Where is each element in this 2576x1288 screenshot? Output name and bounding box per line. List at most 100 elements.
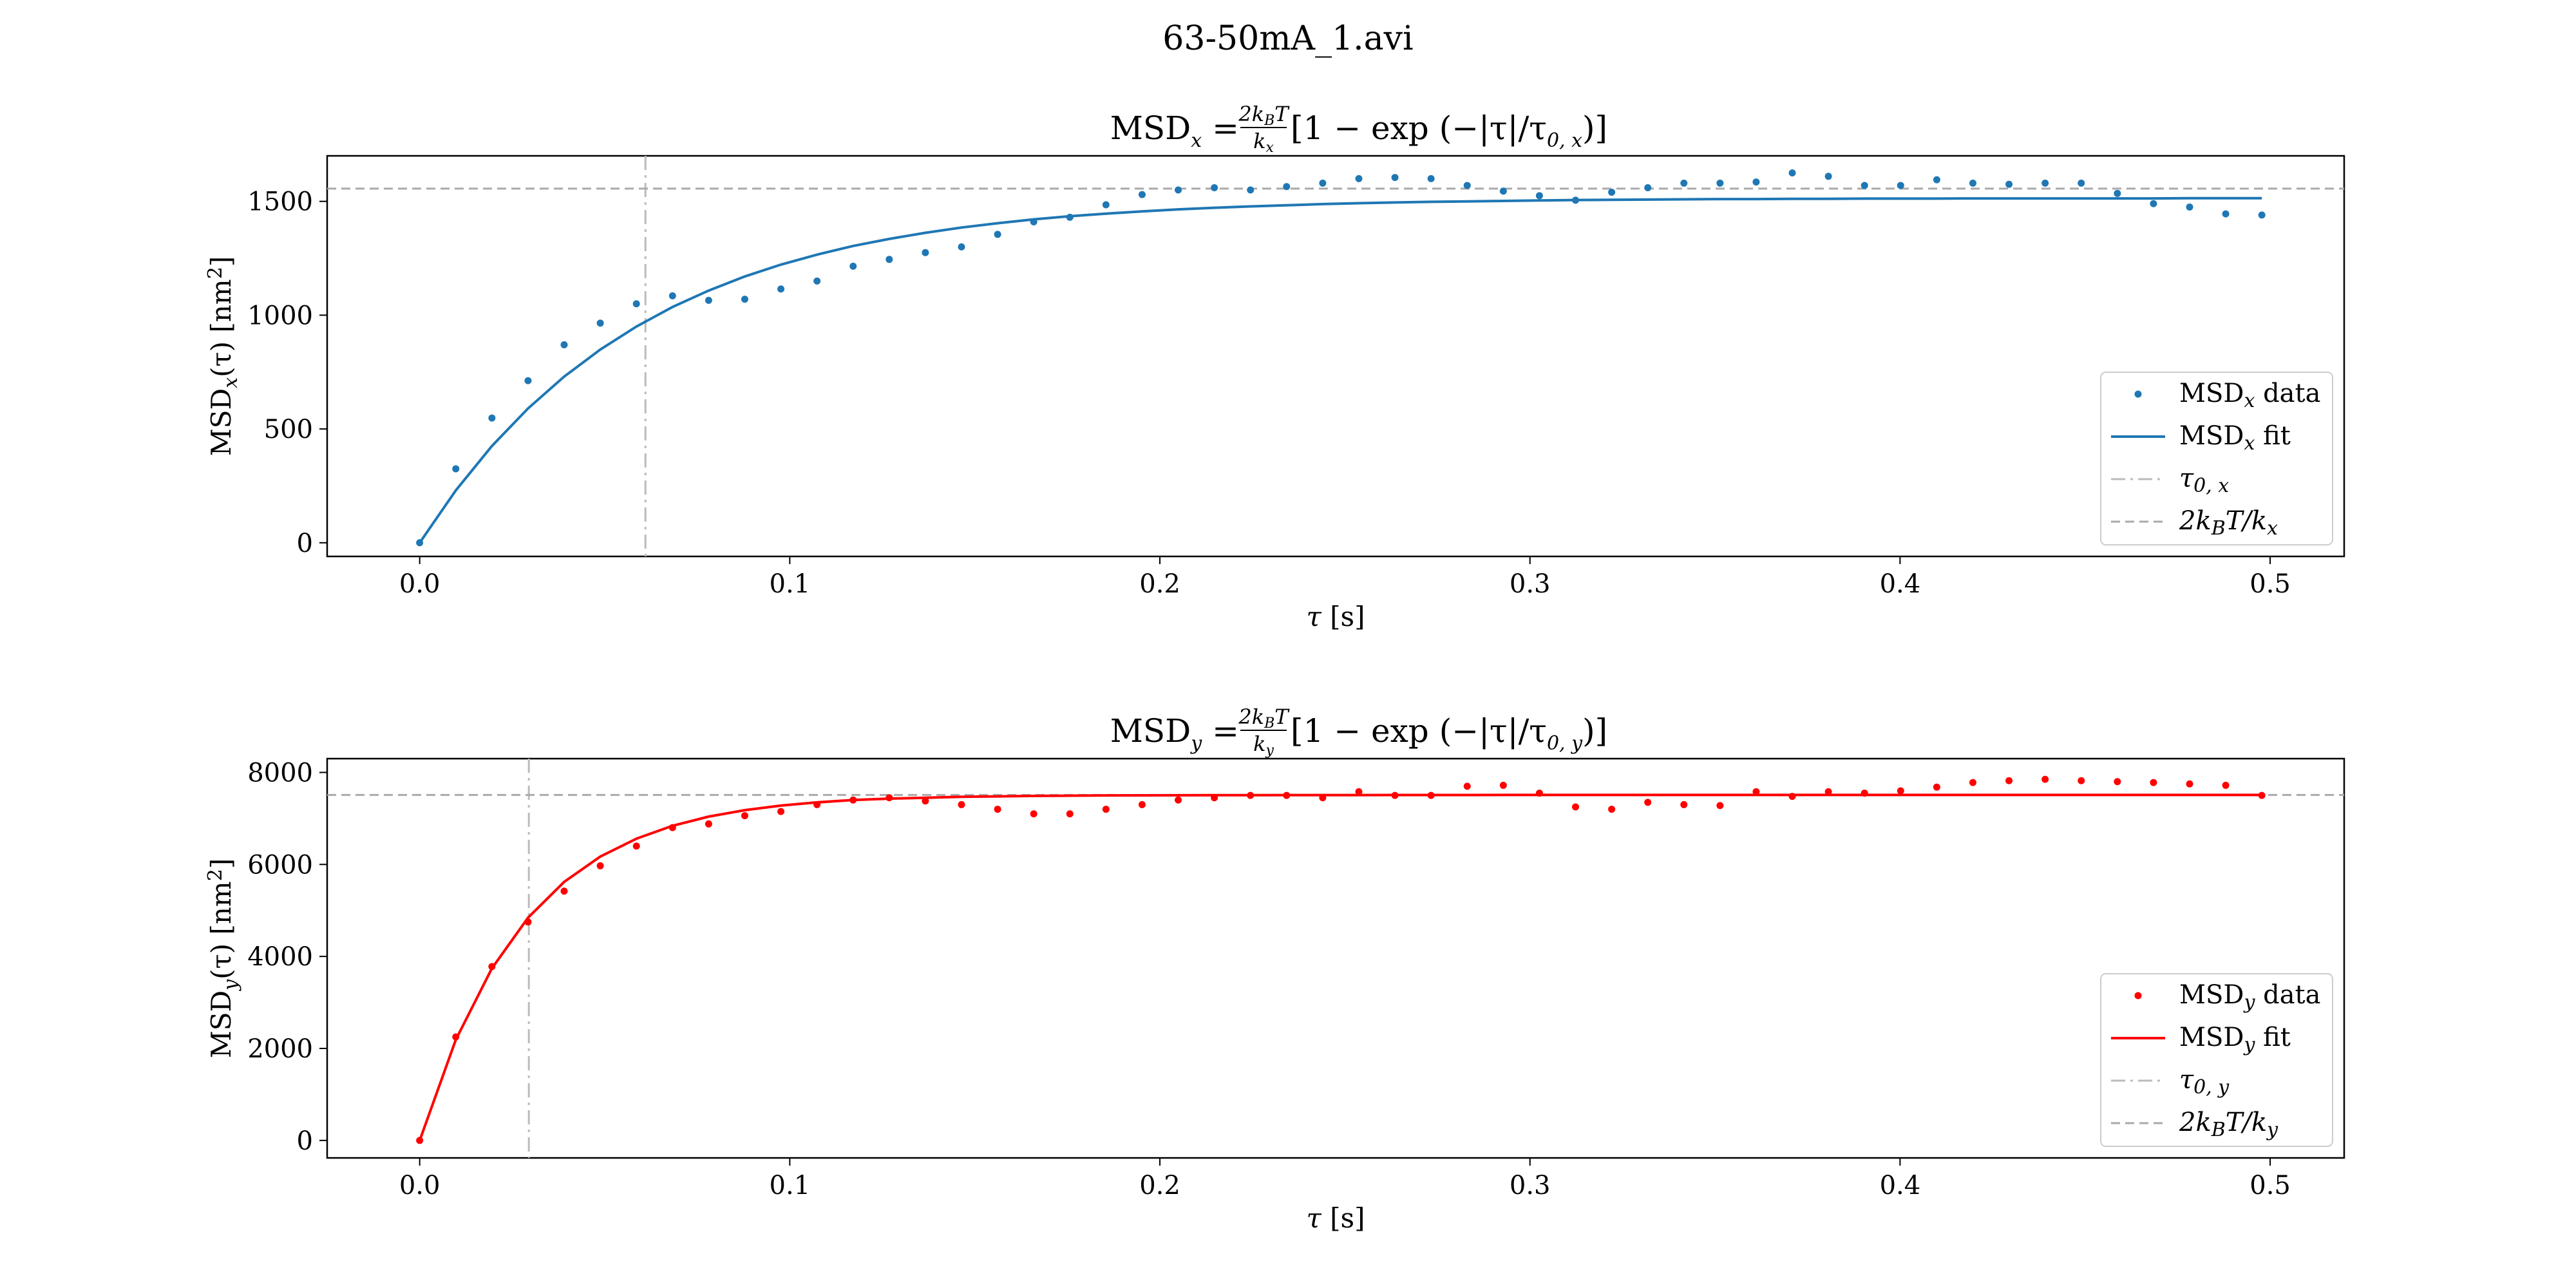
data-point xyxy=(705,296,712,304)
legend-data-label: MSDx data xyxy=(2179,379,2320,412)
leg-data-pre: MSD xyxy=(2179,379,2244,408)
leg-plat-pre: 2k xyxy=(2179,506,2211,536)
data-point xyxy=(705,820,712,828)
data-point xyxy=(1608,806,1616,813)
leg-plat-mid: T/k xyxy=(2226,506,2267,536)
data-point xyxy=(886,256,893,263)
y-tick-label: 0 xyxy=(297,1126,313,1156)
data-point xyxy=(416,539,424,547)
data-point xyxy=(849,796,857,804)
frac-den-sub: x xyxy=(1265,140,1274,156)
leg-tau-sub: 0, y xyxy=(2193,1076,2230,1099)
x-label-unit: [s] xyxy=(1321,601,1365,632)
data-point xyxy=(1066,810,1074,818)
data-point xyxy=(596,319,604,327)
data-point xyxy=(886,794,893,802)
leg-fit-post: fit xyxy=(2255,1023,2290,1052)
data-point xyxy=(1355,788,1363,795)
axes-frame xyxy=(326,757,2345,1159)
data-point xyxy=(1716,802,1724,810)
data-point xyxy=(1861,790,1868,797)
legend-data-marker xyxy=(2134,390,2142,398)
y-label-post: (τ) [nm xyxy=(205,279,237,377)
figure-suptitle: 63-50mA_1.avi xyxy=(1162,19,1413,58)
x-tick-label: 0.4 xyxy=(1880,569,1921,599)
x-label-unit: [s] xyxy=(1321,1202,1365,1234)
title-equals: = xyxy=(1202,712,1239,750)
x-axis-label: τ [s] xyxy=(1307,601,1365,632)
leg-plat-sub: B xyxy=(2211,517,2226,540)
y-tick-label: 8000 xyxy=(247,758,313,788)
frac-num-sub: B xyxy=(1264,715,1274,732)
data-point xyxy=(1102,806,1110,813)
x-tick-label: 0.1 xyxy=(770,1171,811,1200)
frac-den: k xyxy=(1253,732,1265,756)
x-tick-label: 0.5 xyxy=(2249,569,2291,599)
data-point xyxy=(1680,179,1688,187)
leg-tau-sym: τ xyxy=(2179,1065,2194,1095)
y-tick-label: 0 xyxy=(297,529,313,558)
data-point xyxy=(922,797,929,805)
data-point xyxy=(1175,796,1182,804)
y-axis-label: MSDy(τ) [nm2] xyxy=(204,858,242,1059)
data-point xyxy=(2222,781,2230,789)
data-point xyxy=(1680,800,1688,808)
data-point xyxy=(632,842,640,850)
data-point xyxy=(1391,791,1399,799)
data-point xyxy=(2078,179,2085,187)
title-msd-sub: y xyxy=(1189,732,1202,755)
data-point xyxy=(1861,182,1868,189)
x-tick-label: 0.0 xyxy=(399,569,440,599)
title-bracket-post: )] xyxy=(1582,109,1607,147)
leg-plat-sub: B xyxy=(2211,1119,2226,1141)
leg-data-sub: y xyxy=(2242,991,2255,1014)
leg-fit-sub: x xyxy=(2244,432,2255,455)
leg-plat-sub2: y xyxy=(2266,1119,2278,1141)
data-point xyxy=(1283,791,1291,799)
data-point xyxy=(777,285,785,293)
y-tick-label: 2000 xyxy=(247,1034,313,1064)
data-point xyxy=(1175,186,1182,194)
data-point xyxy=(2005,180,2013,188)
leg-tau-sub: 0, x xyxy=(2193,475,2229,497)
data-point xyxy=(2041,775,2049,783)
data-point xyxy=(1463,182,1471,189)
data-point xyxy=(813,800,821,808)
data-point xyxy=(1102,201,1110,209)
y-label-sub: y xyxy=(220,979,242,992)
data-point xyxy=(452,465,460,473)
y-tick-label: 1500 xyxy=(247,187,313,217)
y-label-msd: MSD xyxy=(205,388,237,456)
leg-tau-sym: τ xyxy=(2179,464,2194,493)
data-point xyxy=(488,963,496,971)
data-point xyxy=(416,1137,424,1144)
data-point xyxy=(632,300,640,308)
data-point xyxy=(2222,210,2230,218)
y-tick-label: 1000 xyxy=(247,301,313,330)
data-point xyxy=(1608,189,1616,196)
data-point xyxy=(1355,175,1363,182)
frac-num: 2k xyxy=(1238,102,1264,126)
data-point xyxy=(524,918,532,926)
data-point xyxy=(2114,778,2121,786)
leg-fit-pre: MSD xyxy=(2179,1023,2244,1052)
legend-tau0-label: τ0, y xyxy=(2179,1065,2230,1099)
y-label-sup: 2 xyxy=(204,267,227,279)
data-point xyxy=(668,824,676,831)
x-tick-label: 0.0 xyxy=(399,1171,440,1200)
data-point xyxy=(1535,790,1543,797)
data-point xyxy=(1463,782,1471,790)
y-label-end: ] xyxy=(205,256,237,267)
axes-frame xyxy=(326,155,2345,558)
data-point xyxy=(1138,800,1146,808)
data-point xyxy=(1499,781,1507,789)
leg-fit-pre: MSD xyxy=(2179,421,2244,451)
data-point xyxy=(1391,174,1399,182)
data-point xyxy=(1788,793,1796,800)
title-fraction-denominator: kx xyxy=(1253,129,1274,156)
data-point xyxy=(994,231,1001,238)
frac-den: k xyxy=(1253,129,1265,153)
data-point xyxy=(922,249,929,256)
title-bracket-post: )] xyxy=(1582,712,1607,750)
data-point xyxy=(1427,791,1435,799)
